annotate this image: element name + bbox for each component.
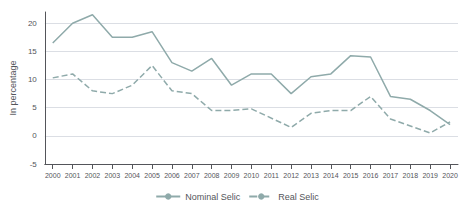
svg-text:2009: 2009	[224, 172, 240, 179]
svg-text:2011: 2011	[264, 172, 279, 179]
svg-text:2007: 2007	[184, 172, 200, 179]
svg-text:2000: 2000	[45, 172, 61, 179]
svg-text:2003: 2003	[105, 172, 121, 179]
svg-text:2014: 2014	[323, 172, 339, 179]
svg-text:2008: 2008	[204, 172, 220, 179]
svg-text:Nominal Selic: Nominal Selic	[185, 192, 241, 202]
svg-text:2012: 2012	[283, 172, 299, 179]
svg-text:2010: 2010	[244, 172, 260, 179]
svg-text:15: 15	[28, 47, 37, 56]
svg-text:5: 5	[32, 103, 37, 112]
svg-text:In percentage: In percentage	[8, 60, 18, 115]
svg-text:2001: 2001	[65, 172, 81, 179]
svg-text:2015: 2015	[343, 172, 359, 179]
svg-text:20: 20	[28, 19, 37, 28]
svg-text:2016: 2016	[363, 172, 379, 179]
svg-text:2018: 2018	[403, 172, 419, 179]
svg-text:2013: 2013	[303, 172, 319, 179]
svg-text:-5: -5	[30, 160, 38, 169]
svg-text:2005: 2005	[144, 172, 160, 179]
svg-text:Real Selic: Real Selic	[278, 192, 319, 202]
svg-text:2004: 2004	[124, 172, 140, 179]
svg-text:2002: 2002	[85, 172, 101, 179]
svg-text:2019: 2019	[422, 172, 438, 179]
svg-text:2017: 2017	[383, 172, 399, 179]
svg-text:0: 0	[32, 131, 37, 140]
svg-text:2006: 2006	[164, 172, 180, 179]
svg-text:2020: 2020	[442, 172, 458, 179]
svg-text:10: 10	[28, 75, 37, 84]
